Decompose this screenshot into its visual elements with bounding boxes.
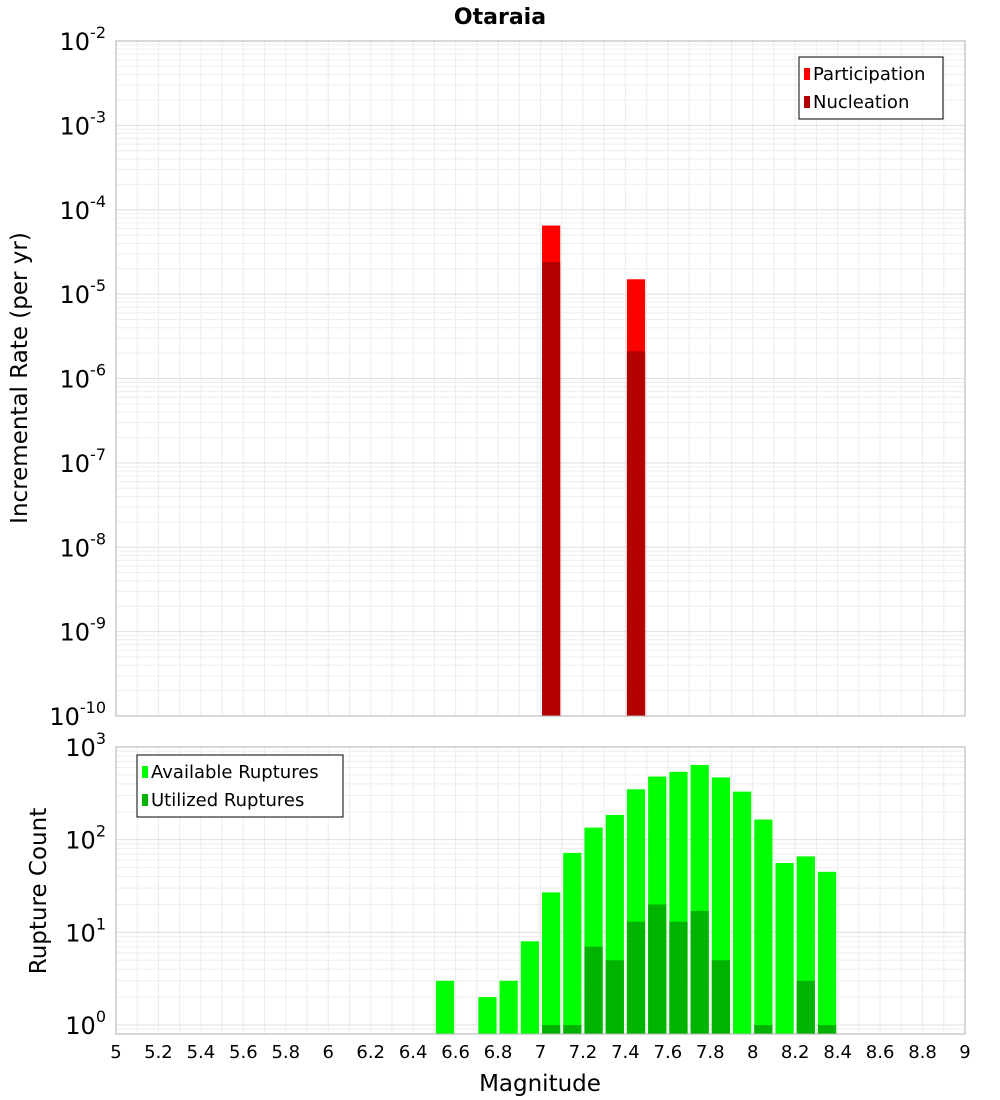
count-bar-utilized-ruptures — [542, 1025, 561, 1034]
count-bar-utilized-ruptures — [711, 960, 731, 1034]
rate-legend-label: Participation — [813, 64, 925, 85]
count-bar-available-ruptures — [499, 980, 518, 1034]
rate-bar-nucleation — [626, 351, 646, 716]
rate-legend: Participation Nucleation — [798, 56, 944, 120]
count-legend-swatch — [142, 766, 148, 778]
count-y-tick-label: 101 — [65, 914, 106, 947]
count-plot-frame — [115, 746, 966, 1035]
count-y-tick-label: 103 — [65, 729, 106, 762]
count-bar-utilized-ruptures — [754, 1025, 773, 1034]
x-tick-label: 8.2 — [781, 1042, 810, 1063]
rate-y-tick-label: 10-7 — [60, 445, 107, 478]
count-bar-utilized-ruptures — [605, 960, 624, 1034]
count-bar-available-ruptures — [435, 980, 455, 1034]
rate-y-tick-label: 10-3 — [60, 107, 107, 140]
count-legend-label: Utilized Ruptures — [151, 790, 304, 811]
x-tick-label: 6 — [323, 1042, 334, 1063]
count-bar-available-ruptures — [817, 871, 837, 1034]
count-legend: Available Ruptures Utilized Ruptures — [136, 754, 344, 818]
rate-y-tick-label: 10-9 — [60, 614, 107, 647]
rate-plot-frame — [115, 40, 966, 717]
count-bar-available-ruptures — [775, 863, 794, 1034]
bottom-y-axis-label: Rupture Count — [26, 808, 52, 974]
rate-legend-swatch — [804, 68, 810, 80]
rate-legend-box — [798, 56, 944, 120]
rate-panel: 10-10 10-9 10-8 10-7 10-6 10-5 10-4 10-3 10-2 Par… — [49, 23, 966, 731]
x-tick-label: 5.4 — [187, 1042, 216, 1063]
count-bar-utilized-ruptures — [669, 921, 688, 1034]
x-tick-label: 8.8 — [908, 1042, 937, 1063]
x-tick-label: 7 — [535, 1042, 546, 1063]
x-tick-label: 6.4 — [399, 1042, 428, 1063]
count-bar-utilized-ruptures — [648, 904, 667, 1034]
rate-y-tick-label: 10-2 — [60, 23, 107, 56]
x-tick-label: 6.6 — [441, 1042, 470, 1063]
count-bar-available-ruptures — [563, 852, 582, 1034]
x-tick-label: 8.4 — [823, 1042, 852, 1063]
chart-title: Otaraia — [454, 5, 546, 30]
rate-y-tick-label: 10-5 — [60, 276, 107, 309]
count-legend-swatch — [142, 794, 148, 806]
rupture-count-panel: 100 101 102 103 5 5.2 5.4 5.6 5.8 6 6.2 6.4 6.6 6.8 7 7… — [65, 729, 970, 1063]
count-bar-utilized-ruptures — [584, 946, 603, 1034]
rate-y-tick-label: 10-6 — [60, 361, 107, 394]
count-legend-box — [136, 754, 344, 818]
x-tick-label: 5.6 — [229, 1042, 258, 1063]
rate-y-tick-label: 10-4 — [60, 192, 107, 225]
rate-legend-label: Nucleation — [813, 92, 909, 113]
rate-y-tick-label: 10-10 — [49, 698, 106, 731]
x-tick-label: 6.2 — [356, 1042, 385, 1063]
rate-y-tick-label: 10-8 — [60, 529, 107, 562]
x-tick-label: 7.2 — [569, 1042, 598, 1063]
x-tick-label: 6.8 — [484, 1042, 513, 1063]
x-tick-label: 7.8 — [696, 1042, 725, 1063]
count-bar-available-ruptures — [520, 941, 539, 1034]
count-bar-utilized-ruptures — [626, 921, 646, 1034]
x-tick-label: 8 — [747, 1042, 758, 1063]
x-tick-label: 5.8 — [271, 1042, 300, 1063]
rate-legend-swatch — [804, 96, 810, 108]
count-bar-available-ruptures — [542, 892, 561, 1034]
count-bar-available-ruptures — [733, 791, 752, 1034]
count-bar-utilized-ruptures — [817, 1025, 837, 1034]
count-bar-available-ruptures — [478, 997, 497, 1034]
count-legend-label: Available Ruptures — [151, 762, 319, 783]
x-tick-label: 7.4 — [611, 1042, 640, 1063]
x-tick-label: 9 — [959, 1042, 970, 1063]
rate-bar-nucleation — [542, 262, 561, 716]
x-axis-label: Magnitude — [479, 1071, 601, 1097]
x-tick-label: 7.6 — [654, 1042, 683, 1063]
x-tick-label: 8.6 — [866, 1042, 895, 1063]
x-tick-label: 5.2 — [144, 1042, 173, 1063]
count-y-tick-label: 100 — [65, 1007, 106, 1040]
count-y-tick-label: 102 — [65, 822, 106, 855]
top-y-axis-label: Incremental Rate (per yr) — [7, 232, 33, 524]
count-bar-utilized-ruptures — [690, 910, 709, 1034]
count-bar-utilized-ruptures — [796, 980, 815, 1034]
count-bar-available-ruptures — [754, 819, 773, 1034]
x-tick-label: 5 — [110, 1042, 121, 1063]
count-bar-utilized-ruptures — [563, 1025, 582, 1034]
